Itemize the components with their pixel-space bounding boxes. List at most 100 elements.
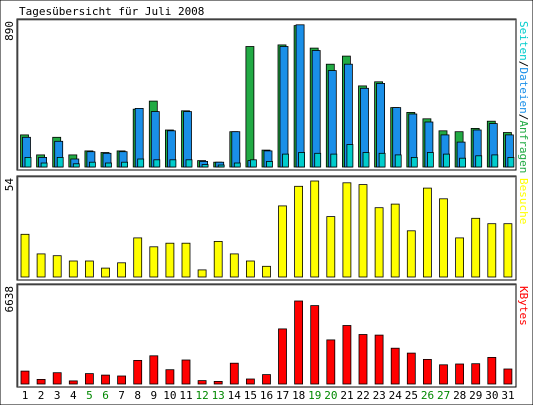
- day-label: 11: [179, 389, 192, 402]
- bar-seiten: [491, 154, 499, 168]
- bar-kbytes: [262, 374, 271, 385]
- bar-seiten: [298, 152, 306, 168]
- day-label: 1: [22, 389, 29, 402]
- day-label: 30: [485, 389, 498, 402]
- bar-kbytes: [165, 369, 175, 385]
- panel-kbytes: 6638 KBytes: [3, 283, 530, 388]
- y-max-label: 6638: [3, 286, 16, 313]
- bar-kbytes: [406, 352, 416, 385]
- bar-seiten: [394, 154, 402, 168]
- y-max-label: 890: [3, 21, 16, 41]
- bar-seiten: [153, 159, 161, 168]
- day-label: 18: [292, 389, 305, 402]
- bar-kbytes: [181, 359, 191, 385]
- bar-seiten: [233, 162, 241, 168]
- bar-dateien: [279, 46, 289, 168]
- bar-kbytes: [229, 362, 239, 385]
- bar-seiten: [201, 164, 209, 168]
- bar-seiten: [459, 157, 467, 168]
- day-label: 14: [228, 389, 242, 402]
- bar-seiten: [346, 144, 354, 168]
- bar-kbytes: [117, 375, 126, 385]
- bar-besuche: [342, 182, 352, 278]
- day-label: 20: [324, 389, 337, 402]
- day-label: 25: [405, 389, 418, 402]
- bar-seiten: [169, 159, 177, 168]
- day-labels: 1 2 3 4 5 6 7 8 9 10 11 12 13 14 15 16 17 18 19 20 21 22 23 24 2…: [22, 389, 515, 402]
- bar-dateien: [134, 108, 144, 168]
- bar-seiten: [266, 160, 273, 168]
- bar-kbytes: [278, 328, 287, 385]
- bar-seiten: [137, 158, 145, 168]
- bar-besuche: [245, 260, 255, 278]
- bar-kbytes: [68, 380, 78, 385]
- bar-besuche: [326, 216, 336, 278]
- day-label: 19: [308, 389, 321, 402]
- bar-kbytes: [294, 300, 304, 385]
- day-label: 10: [163, 389, 176, 402]
- bar-besuche: [294, 185, 304, 278]
- bar-besuche: [197, 269, 207, 278]
- day-label: 27: [437, 389, 450, 402]
- bar-kbytes: [358, 334, 368, 385]
- bar-besuche: [117, 262, 126, 278]
- bar-seiten: [185, 159, 193, 168]
- bar-besuche: [471, 217, 481, 278]
- bar-seiten: [282, 153, 289, 168]
- panel-frame: [16, 283, 517, 388]
- bar-besuche: [181, 242, 191, 278]
- bar-besuche: [422, 187, 432, 278]
- legend: Besuche: [517, 178, 530, 224]
- day-label: 6: [102, 389, 109, 402]
- bar-seiten: [217, 164, 225, 168]
- bar-seiten: [507, 156, 515, 168]
- bar-seiten: [410, 156, 418, 168]
- y-max-label: 54: [3, 178, 16, 192]
- legend-part: Seiten: [517, 21, 530, 61]
- legend-part: Dateien: [517, 67, 530, 113]
- bar-besuche: [503, 223, 513, 278]
- bar-besuche: [390, 203, 400, 278]
- bar-kbytes: [310, 305, 320, 385]
- day-label: 13: [212, 389, 225, 402]
- bar-seiten: [40, 162, 48, 168]
- day-label: 9: [150, 389, 157, 402]
- bar-kbytes: [149, 355, 159, 385]
- bar-kbytes: [36, 378, 46, 385]
- bar-besuche: [68, 260, 78, 278]
- bar-kbytes: [487, 356, 497, 385]
- bar-besuche: [133, 237, 143, 278]
- bar-kbytes: [85, 373, 94, 385]
- legend: Seiten/Dateien/Anfragen: [517, 21, 530, 173]
- day-label: 12: [195, 389, 208, 402]
- bar-besuche: [165, 242, 175, 278]
- day-label: 5: [86, 389, 93, 402]
- day-label: 23: [373, 389, 386, 402]
- bar-dateien: [150, 111, 160, 168]
- bar-kbytes: [390, 347, 400, 385]
- bar-besuche: [262, 265, 271, 278]
- bar-dateien: [295, 24, 305, 168]
- bar-kbytes: [133, 359, 143, 385]
- bar-besuche: [213, 240, 223, 278]
- bar-besuche: [52, 255, 62, 278]
- bar-besuche: [455, 237, 465, 278]
- bar-seiten: [89, 161, 96, 168]
- day-label: 17: [276, 389, 289, 402]
- day-label: 15: [244, 389, 257, 402]
- bar-seiten: [330, 153, 338, 168]
- bar-besuche: [310, 180, 320, 278]
- bar-kbytes: [374, 334, 384, 385]
- bar-kbytes: [439, 364, 448, 385]
- bar-seiten: [362, 152, 370, 168]
- bar-kbytes: [326, 339, 336, 385]
- bar-anfragen: [245, 46, 255, 168]
- legend-part: /: [517, 114, 530, 121]
- bar-kbytes: [101, 374, 110, 385]
- panel-hits: 890 Seiten/Dateien/Anfragen: [3, 18, 530, 173]
- bar-besuche: [20, 233, 30, 278]
- day-label: 7: [118, 389, 125, 402]
- bar-seiten: [105, 162, 112, 168]
- bar-besuche: [406, 230, 416, 278]
